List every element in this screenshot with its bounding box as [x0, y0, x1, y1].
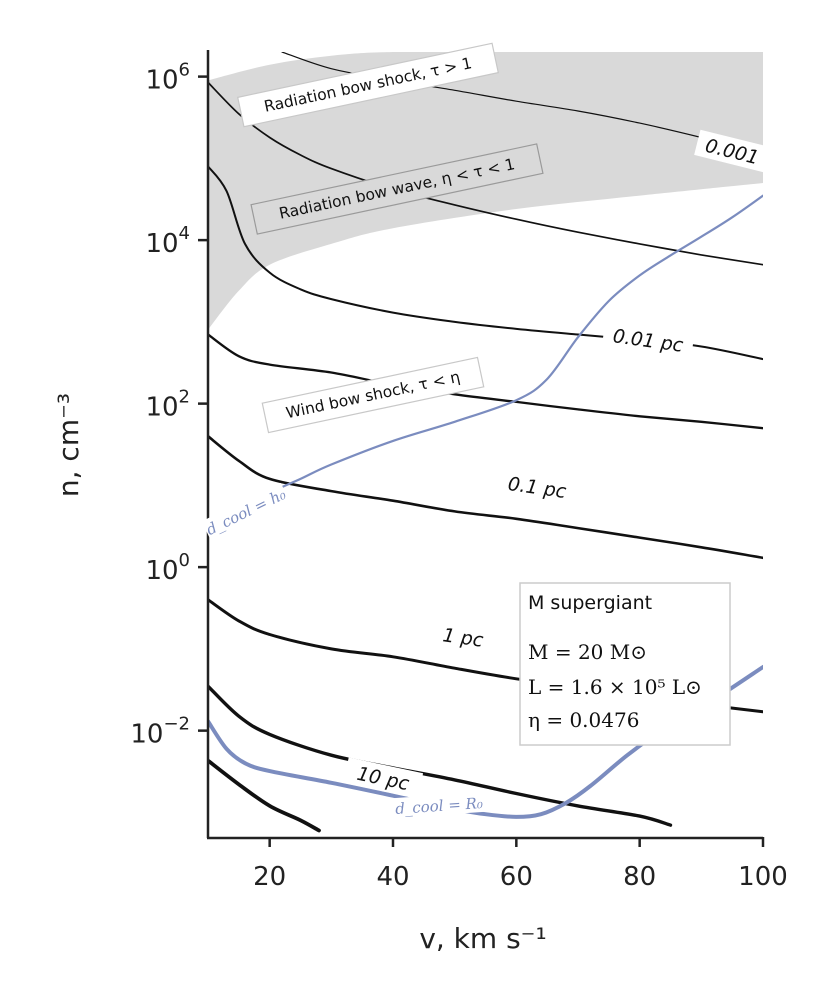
cooling-curve-0 [208, 194, 763, 538]
y-tick-label-1: 100 [145, 550, 190, 586]
svg-text:d_cool = h₀: d_cool = h₀ [203, 485, 288, 539]
x-tick-label-4: 100 [738, 862, 788, 892]
info-title: M supergiant [528, 592, 652, 614]
info-mass: M = 20 M⊙ [528, 640, 647, 664]
info-luminosity: L = 1.6 × 10⁵ L⊙ [528, 675, 702, 699]
contour-label-3: 1 pc [426, 619, 500, 655]
cooling-label-r0: d_cool = R₀ [392, 791, 486, 819]
contour-line-3 [208, 333, 763, 430]
contour-line-4 [208, 434, 763, 560]
info-box: M supergiant M = 20 M⊙ L = 1.6 × 10⁵ L⊙ … [519, 582, 731, 746]
y-tick-label-4: 106 [145, 60, 190, 96]
radiation-band [208, 52, 763, 330]
y-axis-label: n, cm⁻³ [52, 393, 85, 497]
info-eta: η = 0.0476 [528, 708, 639, 732]
contour-line-7 [208, 758, 321, 833]
x-tick-label-0: 20 [253, 862, 286, 892]
contour-label-1: 0.01 pc [601, 320, 695, 360]
x-tick-label-1: 40 [376, 862, 409, 892]
x-tick-label-3: 80 [623, 862, 656, 892]
svg-text:0.01 pc: 0.01 pc [611, 325, 685, 357]
x-tick-label-2: 60 [500, 862, 533, 892]
axis-ticks: 20 40 60 80 100 10−2 100 102 104 106 [130, 60, 787, 892]
y-tick-label-0: 10−2 [130, 714, 190, 750]
plot-area [208, 52, 763, 833]
contour-line-0 [281, 52, 758, 153]
contour-label-2: 0.1 pc [490, 467, 584, 507]
y-tick-label-2: 102 [145, 387, 190, 423]
y-tick-label-3: 104 [145, 223, 190, 259]
x-axis-label: v, km s⁻¹ [419, 922, 546, 955]
cooling-label-h0: d_cool = h₀ [201, 482, 290, 540]
